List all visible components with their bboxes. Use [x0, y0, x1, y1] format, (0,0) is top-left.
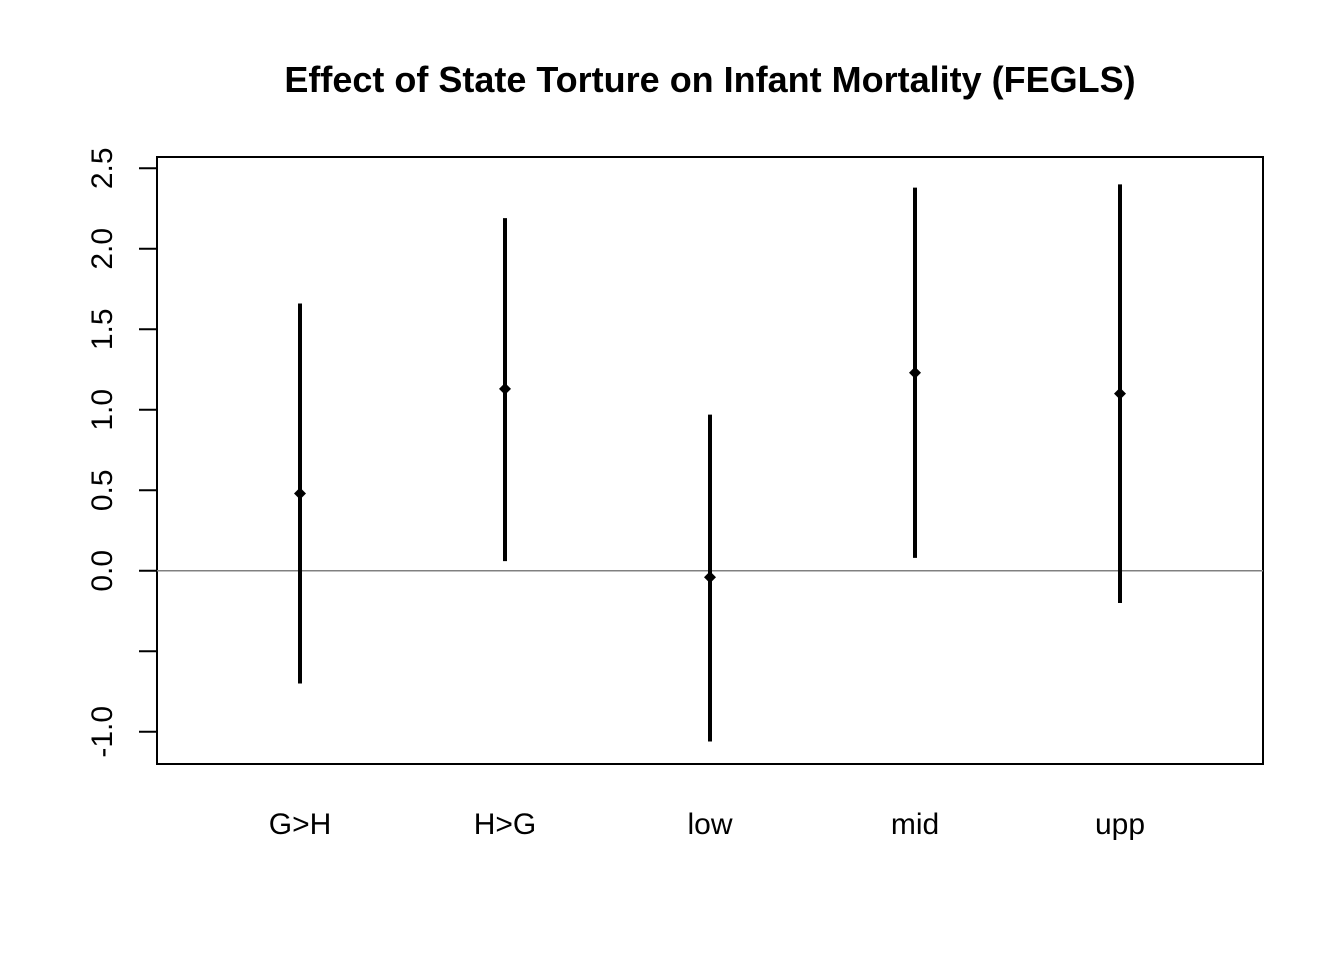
x-category-label: mid: [891, 808, 939, 841]
point-estimate-marker: [704, 571, 716, 584]
x-axis-labels: G>H H>G low mid upp: [269, 808, 1145, 841]
y-tick-label: 1.0: [86, 389, 119, 431]
point-estimate-marker: [909, 366, 921, 379]
y-tick-label: -1.0: [86, 706, 119, 758]
y-axis: -1.0 0.0 0.5 1.0 1.5 2.0 2.5: [86, 147, 158, 758]
y-tick-label: 0.0: [86, 550, 119, 592]
point-estimate-marker: [294, 487, 306, 500]
point-estimate-marker: [1114, 387, 1126, 400]
y-tick-label: 2.5: [86, 147, 119, 189]
error-bars-layer: [294, 184, 1126, 742]
y-tick-label: 1.5: [86, 308, 119, 350]
x-category-label: low: [687, 808, 732, 841]
point-estimate-marker: [499, 382, 511, 395]
x-category-label: G>H: [269, 808, 332, 841]
x-category-label: H>G: [474, 808, 537, 841]
y-tick-label: 2.0: [86, 228, 119, 270]
chart-title: Effect of State Torture on Infant Mortal…: [284, 59, 1135, 100]
x-category-label: upp: [1095, 808, 1145, 841]
y-tick-label: 0.5: [86, 469, 119, 511]
